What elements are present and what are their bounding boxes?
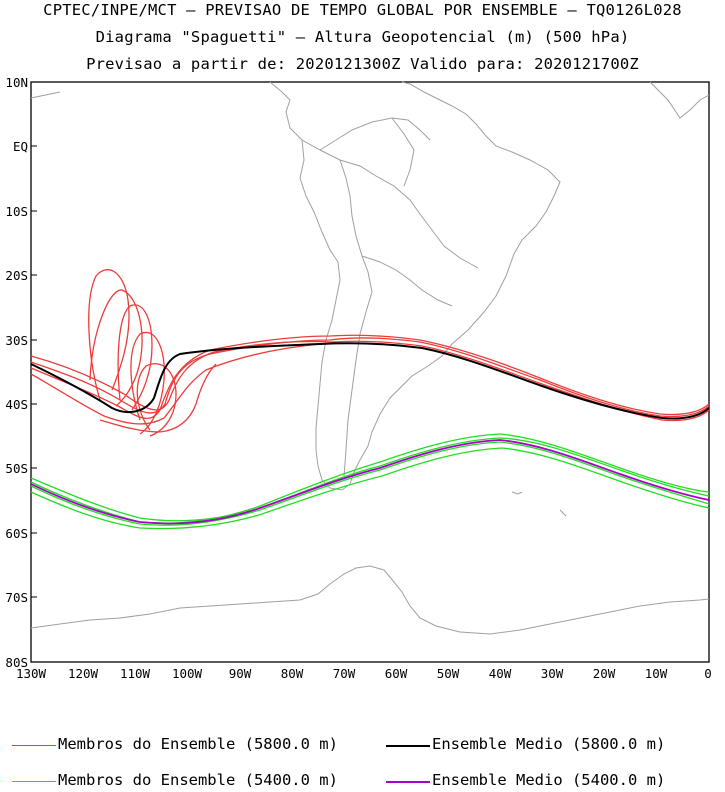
- member-5800-loop: [88, 269, 130, 401]
- lat-label: 20S: [5, 268, 28, 283]
- title-line-1: CPTEC/INPE/MCT – PREVISAO DE TEMPO GLOBA…: [43, 1, 682, 19]
- member-5800-loop: [117, 304, 153, 411]
- title-line-3: Previsao a partir de: 2020121300Z Valido…: [86, 55, 639, 73]
- lon-label: 70W: [333, 666, 356, 681]
- legend-members-5400: Membros do Ensemble (5400.0 m): [58, 771, 338, 789]
- lat-axis: 10N EQ 10S 20S 30S 40S 50S 60S 70S 80S: [5, 75, 37, 670]
- mean-5800-line: [30, 342, 710, 420]
- member-5400-line: [30, 447, 710, 530]
- lon-label: 110W: [120, 666, 151, 681]
- lon-label: 120W: [68, 666, 99, 681]
- legend-mean-5400: Ensemble Medio (5400.0 m): [432, 771, 666, 789]
- member-5800-loop: [136, 363, 177, 437]
- lon-label: 20W: [593, 666, 616, 681]
- lat-label: 50S: [5, 461, 28, 476]
- member-5800-loop: [99, 363, 217, 433]
- antarctica-coast: [30, 565, 710, 635]
- map-frame: [30, 81, 710, 663]
- falkland-islands: [511, 491, 567, 517]
- lon-label: 50W: [437, 666, 460, 681]
- lon-label: 80W: [281, 666, 304, 681]
- central-america-coast: [30, 81, 710, 119]
- member-5800-line: [30, 343, 321, 425]
- lat-label: 30S: [5, 333, 28, 348]
- member-5800-line: [30, 337, 710, 418]
- lat-label: EQ: [13, 139, 28, 154]
- lon-label: 0: [704, 666, 712, 681]
- lat-label: 70S: [5, 590, 28, 605]
- lon-label: 130W: [16, 666, 47, 681]
- country-borders: [301, 117, 479, 477]
- legend-members-5800: Membros do Ensemble (5800.0 m): [58, 735, 338, 753]
- lon-axis: 130W 120W 110W 100W 90W 80W 70W 60W 50W …: [16, 666, 712, 681]
- lon-label: 100W: [172, 666, 203, 681]
- mean-5400-line: [30, 439, 710, 525]
- coastlines: [30, 81, 710, 635]
- member-5800-loop: [130, 331, 165, 435]
- lat-label: 10S: [5, 204, 28, 219]
- lat-label: 40S: [5, 397, 28, 412]
- title-line-2: Diagrama "Spaguetti" – Altura Geopotenci…: [95, 28, 630, 46]
- lon-label: 90W: [229, 666, 252, 681]
- legend-swatch-members-5800: [12, 745, 56, 746]
- south-america-coast: [269, 81, 561, 491]
- lon-label: 30W: [541, 666, 564, 681]
- lon-label: 10W: [645, 666, 668, 681]
- lat-label: 10N: [5, 75, 28, 90]
- lon-label: 60W: [385, 666, 408, 681]
- lat-label: 80S: [5, 655, 28, 670]
- legend-swatch-mean-5400: [386, 781, 430, 783]
- member-5400-line: [30, 437, 710, 522]
- lon-label: 40W: [489, 666, 512, 681]
- legend-swatch-mean-5800: [386, 745, 430, 747]
- legend-mean-5800: Ensemble Medio (5800.0 m): [432, 735, 666, 753]
- member-5400-line: [30, 441, 710, 526]
- lat-label: 60S: [5, 526, 28, 541]
- members-5400: [30, 433, 710, 530]
- legend-swatch-members-5400: [12, 781, 56, 782]
